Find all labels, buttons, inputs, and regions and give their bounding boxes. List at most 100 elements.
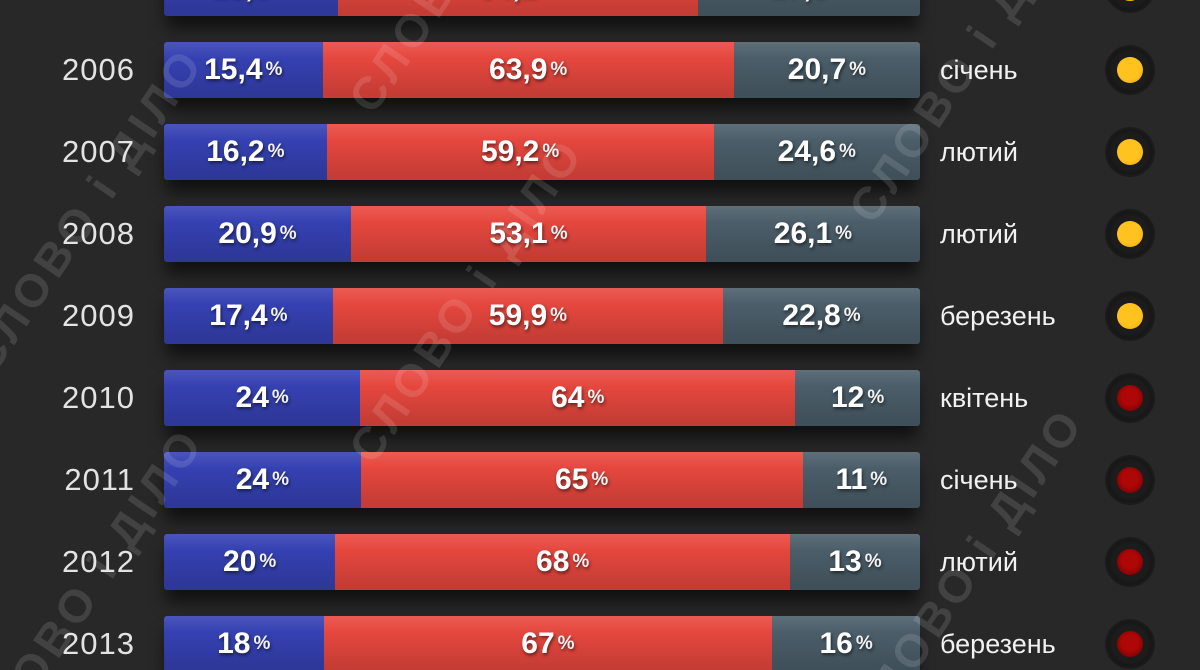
month-label: січень xyxy=(940,464,1018,495)
bar-segment-blue: 24% xyxy=(164,452,361,508)
status-indicator xyxy=(1107,375,1153,421)
segment-value: 27,5 xyxy=(770,0,828,5)
indicator-dot xyxy=(1117,549,1143,575)
month-label: лютий xyxy=(940,546,1018,577)
indicator-dot xyxy=(1117,303,1143,329)
year-label: 2008 xyxy=(62,216,135,251)
percent-sign: % xyxy=(864,551,882,572)
month-label: лютий xyxy=(940,218,1018,249)
year-label: 2013 xyxy=(62,626,135,661)
segment-value: 16 xyxy=(819,627,853,660)
bar-segment-red: 53,1% xyxy=(351,206,706,262)
percent-sign: % xyxy=(253,633,271,654)
bar-segment-red: 65% xyxy=(360,452,803,508)
indicator-dot xyxy=(1117,0,1143,1)
table-row: 2006 15,4% 63,9% 20,7% січень xyxy=(0,29,1200,111)
percent-sign: % xyxy=(855,633,873,654)
indicator-dot xyxy=(1117,221,1143,247)
segment-value: 17,4 xyxy=(209,299,268,332)
percent-sign: % xyxy=(550,223,568,244)
month-label: лютий xyxy=(940,136,1018,167)
bar-segment-red: 59,2% xyxy=(326,124,714,180)
year-label: 2010 xyxy=(62,380,135,415)
percent-sign: % xyxy=(587,387,605,408)
percent-sign: % xyxy=(279,223,297,244)
table-row: 2008 20,9% 53,1% 26,1% лютий xyxy=(0,193,1200,275)
percent-sign: % xyxy=(835,223,853,244)
bar-segment-blue: 18,3% xyxy=(164,0,338,16)
status-indicator xyxy=(1107,621,1153,667)
table-row: 2011 24% 65% 11% січень xyxy=(0,439,1200,521)
percent-sign: % xyxy=(259,551,277,572)
bar-segment-red: 59,9% xyxy=(332,288,723,344)
segment-value: 20,9 xyxy=(218,217,277,250)
percent-sign: % xyxy=(849,59,867,80)
percent-sign: % xyxy=(550,305,568,326)
percent-sign: % xyxy=(550,59,568,80)
stacked-bar: 15,4% 63,9% 20,7% xyxy=(164,42,920,98)
bar-segment-red: 67% xyxy=(323,616,773,670)
bar-segment-red: 68% xyxy=(335,534,790,590)
bar-segment-slate: 20,7% xyxy=(733,42,920,98)
percent-sign: % xyxy=(542,141,560,162)
status-indicator xyxy=(1107,293,1153,339)
bar-segment-slate: 24,6% xyxy=(713,124,920,180)
segment-value: 20 xyxy=(223,545,257,578)
segment-value: 15,4 xyxy=(204,53,263,86)
month-label: березень xyxy=(940,628,1056,659)
table-row: 2009 17,4% 59,9% 22,8% березень xyxy=(0,275,1200,357)
stacked-bar: 17,4% 59,9% 22,8% xyxy=(164,288,920,344)
segment-value: 63,9 xyxy=(489,53,548,86)
segment-value: 22,8 xyxy=(782,299,841,332)
month-label: квітень xyxy=(940,382,1029,413)
table-row: 2013 18% 67% 16% березень xyxy=(0,603,1200,670)
segment-value: 11 xyxy=(835,463,868,496)
month-label: березень xyxy=(940,300,1056,331)
segment-value: 24,6 xyxy=(777,135,836,168)
status-indicator xyxy=(1107,0,1153,11)
segment-value: 26,1 xyxy=(773,217,833,250)
indicator-dot xyxy=(1117,467,1143,493)
stacked-bar: 16,2% 59,2% 24,6% xyxy=(164,124,920,180)
bar-segment-slate: 11% xyxy=(802,452,920,508)
percent-sign: % xyxy=(591,469,609,490)
segment-value: 67 xyxy=(521,627,555,660)
segment-value: 24 xyxy=(235,463,270,496)
segment-value: 18 xyxy=(217,627,251,660)
year-label: 2007 xyxy=(62,134,135,169)
table-row: 2007 16,2% 59,2% 24,6% лютий xyxy=(0,111,1200,193)
status-indicator xyxy=(1107,539,1153,585)
segment-value: 65 xyxy=(555,463,589,496)
year-label: 2009 xyxy=(62,298,135,333)
indicator-dot xyxy=(1117,139,1143,165)
percent-sign: % xyxy=(843,305,861,326)
bar-segment-slate: 13% xyxy=(789,534,920,590)
segment-value: 54,2 xyxy=(479,0,537,5)
bar-segment-blue: 15,4% xyxy=(164,42,323,98)
segment-value: 64 xyxy=(551,381,585,414)
status-indicator xyxy=(1107,129,1153,175)
segment-value: 16,2 xyxy=(206,135,265,168)
segment-value: 68 xyxy=(536,545,570,578)
bar-segment-blue: 20% xyxy=(164,534,336,590)
indicator-dot xyxy=(1117,57,1143,83)
bar-segment-blue: 16,2% xyxy=(164,124,327,180)
stacked-bar: 18,3% 54,2% 27,5% xyxy=(164,0,920,16)
segment-value: 12 xyxy=(830,381,865,414)
segment-value: 13 xyxy=(828,545,862,578)
indicator-dot xyxy=(1117,385,1143,411)
month-label: січень xyxy=(940,54,1018,85)
bar-segment-red: 64% xyxy=(360,370,796,426)
segment-value: 18,3 xyxy=(212,0,270,5)
segment-value: 59,9 xyxy=(488,299,548,332)
segment-value: 20,7 xyxy=(787,53,847,86)
percent-sign: % xyxy=(270,305,288,326)
status-indicator xyxy=(1107,211,1153,257)
status-indicator xyxy=(1107,47,1153,93)
table-row: 2005 18,3% 54,2% 27,5% xyxy=(0,0,1200,29)
bar-segment-slate: 12% xyxy=(795,370,920,426)
percent-sign: % xyxy=(267,141,285,162)
stacked-bar: 24% 64% 12% xyxy=(164,370,920,426)
